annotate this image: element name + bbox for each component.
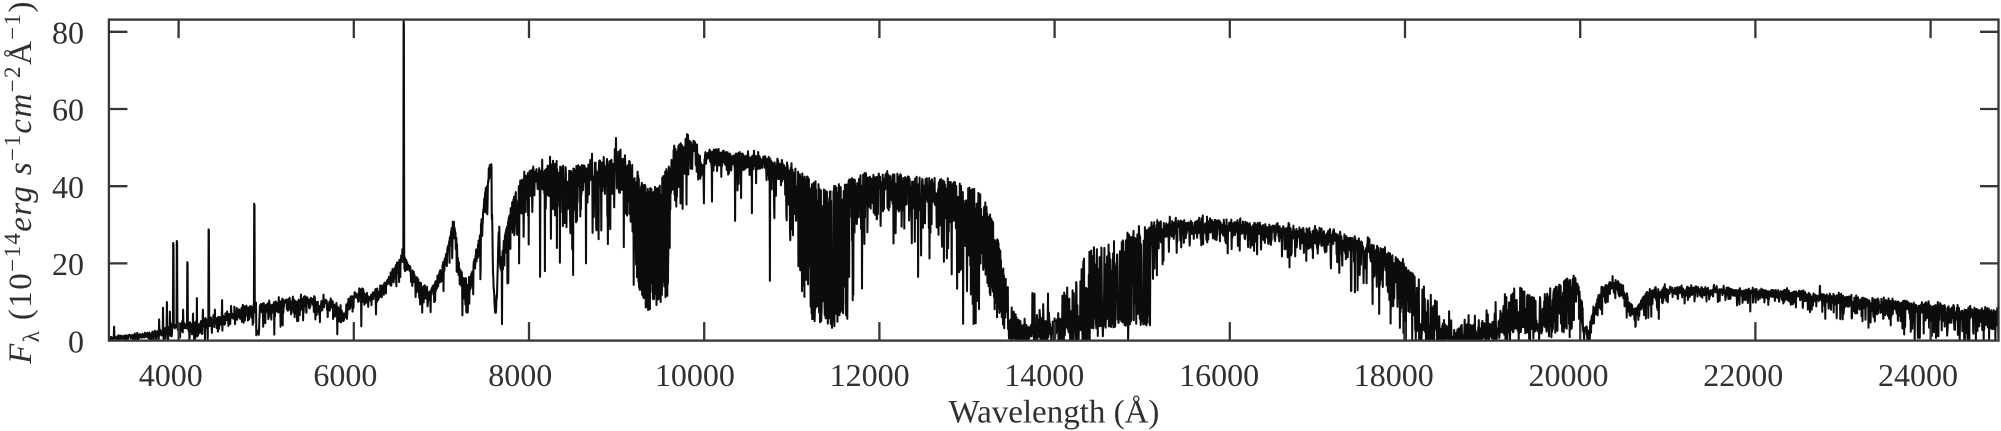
svg-text:16000: 16000 bbox=[1179, 357, 1259, 393]
svg-text:0: 0 bbox=[68, 323, 84, 359]
svg-text:6000: 6000 bbox=[313, 357, 377, 393]
svg-text:80: 80 bbox=[52, 15, 84, 51]
svg-text:20000: 20000 bbox=[1529, 357, 1609, 393]
svg-text:Wavelength (Å): Wavelength (Å) bbox=[949, 394, 1160, 431]
svg-text:10000: 10000 bbox=[655, 357, 735, 393]
svg-text:Fλ (10−14erg s−1cm−2Å−1): Fλ (10−14erg s−1cm−2Å−1) bbox=[0, 0, 44, 365]
svg-text:20: 20 bbox=[52, 246, 84, 282]
svg-text:24000: 24000 bbox=[1878, 357, 1958, 393]
svg-text:8000: 8000 bbox=[488, 357, 552, 393]
svg-text:40: 40 bbox=[52, 169, 84, 205]
svg-text:14000: 14000 bbox=[1004, 357, 1084, 393]
svg-text:18000: 18000 bbox=[1354, 357, 1434, 393]
svg-text:22000: 22000 bbox=[1703, 357, 1783, 393]
svg-text:60: 60 bbox=[52, 92, 84, 128]
svg-text:4000: 4000 bbox=[139, 357, 203, 393]
svg-text:12000: 12000 bbox=[830, 357, 910, 393]
